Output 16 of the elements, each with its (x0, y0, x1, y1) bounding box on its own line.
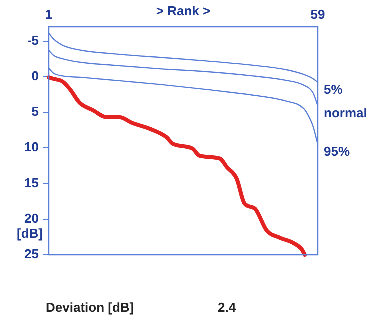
text: 2.4 (218, 300, 236, 315)
y-tick-label: 10 (24, 140, 39, 155)
x-tick-label: 1 (45, 6, 53, 22)
y-tick-label: 15 (24, 175, 39, 190)
y-tick-label: -5 (27, 32, 39, 48)
x-tick-label: 59 (310, 6, 326, 22)
y-tick-label: 25 (24, 246, 39, 262)
y-tick-label: 5 (32, 104, 39, 120)
series-label: 95% (324, 144, 350, 160)
text: Deviation [dB] (46, 300, 134, 315)
y-tick-label: 0 (32, 68, 39, 84)
y-tick-label: 20 (24, 210, 39, 226)
y-axis-title: [dB] (17, 226, 43, 241)
x-axis-title: > Rank > (156, 4, 212, 19)
series-label: 5% (324, 82, 344, 98)
series-label: normal (324, 106, 368, 121)
